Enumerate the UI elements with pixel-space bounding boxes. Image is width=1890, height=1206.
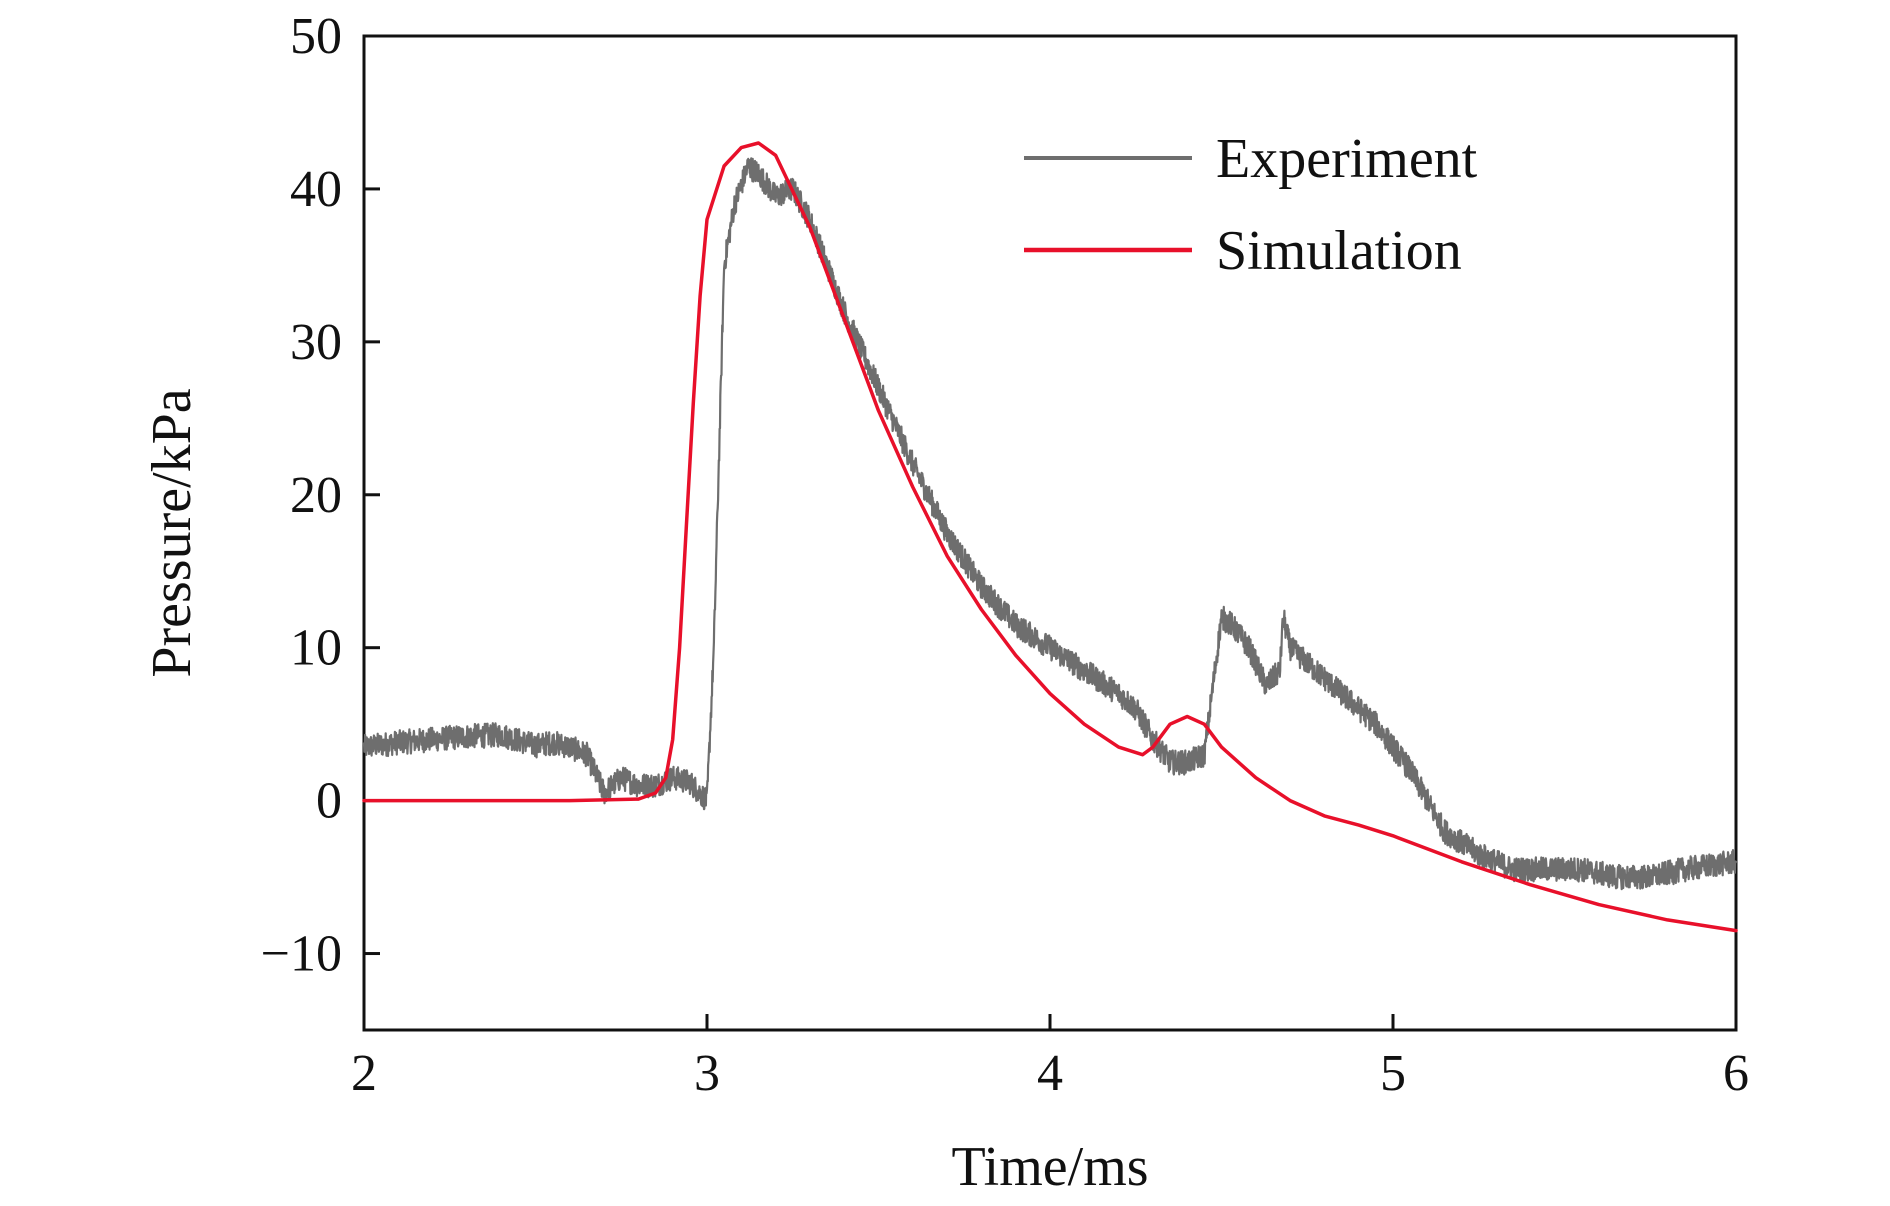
y-tick-label: 10 bbox=[290, 620, 342, 677]
x-tick-label: 3 bbox=[694, 1045, 720, 1102]
axis-ticks: 2 3 4 5 6 −10 0 10 20 30 40 50 bbox=[261, 8, 1749, 1102]
x-tick-label: 6 bbox=[1723, 1045, 1749, 1102]
y-tick-label: 30 bbox=[290, 314, 342, 371]
y-tick-label: 0 bbox=[316, 773, 342, 830]
y-tick-label: 40 bbox=[290, 161, 342, 218]
legend: Experiment Simulation bbox=[1024, 128, 1478, 282]
y-axis-label: Pressure/kPa bbox=[141, 388, 203, 677]
x-tick-label: 4 bbox=[1037, 1045, 1063, 1102]
x-tick-label: 2 bbox=[351, 1045, 377, 1102]
legend-label-simulation: Simulation bbox=[1216, 220, 1462, 282]
y-tick-label: 20 bbox=[290, 467, 342, 524]
series-line-simulation bbox=[362, 141, 1738, 933]
y-tick-label: 50 bbox=[290, 8, 342, 65]
legend-label-experiment: Experiment bbox=[1216, 128, 1478, 190]
series-layer bbox=[362, 141, 1738, 933]
y-tick-label: −10 bbox=[261, 926, 342, 983]
x-tick-label: 5 bbox=[1380, 1045, 1406, 1102]
x-axis-label: Time/ms bbox=[951, 1136, 1148, 1198]
series-line-experiment bbox=[362, 157, 1738, 891]
plot-frame bbox=[362, 34, 1738, 1032]
